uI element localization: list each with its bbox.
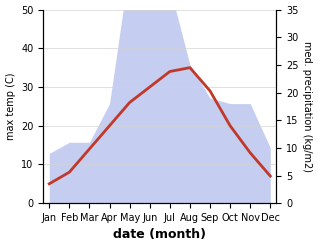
X-axis label: date (month): date (month) [113,228,206,242]
Y-axis label: max temp (C): max temp (C) [5,73,16,140]
Y-axis label: med. precipitation (kg/m2): med. precipitation (kg/m2) [302,41,313,172]
